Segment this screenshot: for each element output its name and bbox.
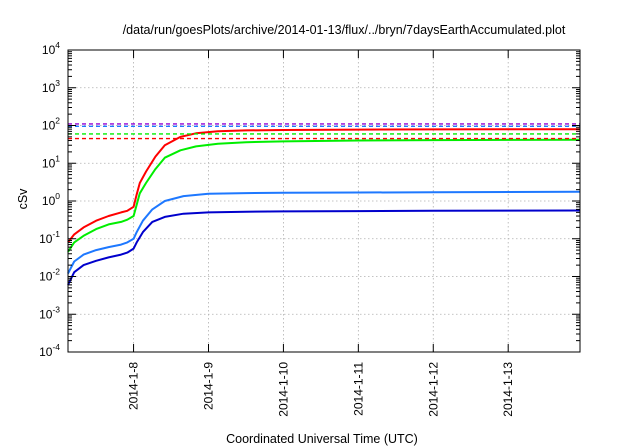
x-tick-labels: 2014-1-8 2014-1-9 2014-1-10 2014-1-11 2014-1… [127, 362, 516, 417]
series-line [67, 128, 581, 244]
y-tick-label: 101 [42, 153, 60, 170]
y-tick-label: 102 [42, 116, 60, 133]
x-tick-label: 2014-1-12 [426, 362, 440, 417]
grid [68, 50, 580, 352]
series-line [67, 190, 581, 274]
x-tick-label: 2014-1-8 [127, 362, 141, 410]
chart-title: /data/run/goesPlots/archive/2014-01-13/f… [123, 23, 566, 37]
series-layer [67, 123, 581, 286]
x-tick-label: 2014-1-11 [351, 362, 365, 416]
y-axis-label: cSv [16, 188, 30, 210]
y-tick-label: 10-2 [39, 267, 60, 284]
y-tick-label: 103 [42, 78, 60, 95]
y-tick-label: 104 [42, 40, 60, 57]
series-line [67, 138, 581, 253]
x-tick-label: 2014-1-10 [276, 362, 290, 417]
ticks [68, 49, 580, 353]
x-tick-label: 2014-1-9 [201, 362, 215, 410]
y-tick-label: 10-3 [39, 304, 60, 321]
x-tick-label: 2014-1-13 [501, 362, 515, 417]
y-tick-labels: 10-4 10-3 10-2 10-1 100 101 102 103 104 [39, 40, 60, 359]
y-tick-label: 100 [42, 191, 60, 208]
x-axis-label: Coordinated Universal Time (UTC) [226, 432, 418, 446]
y-tick-label: 10-4 [39, 342, 60, 359]
y-tick-label: 10-1 [39, 229, 60, 246]
series-line [67, 209, 581, 286]
